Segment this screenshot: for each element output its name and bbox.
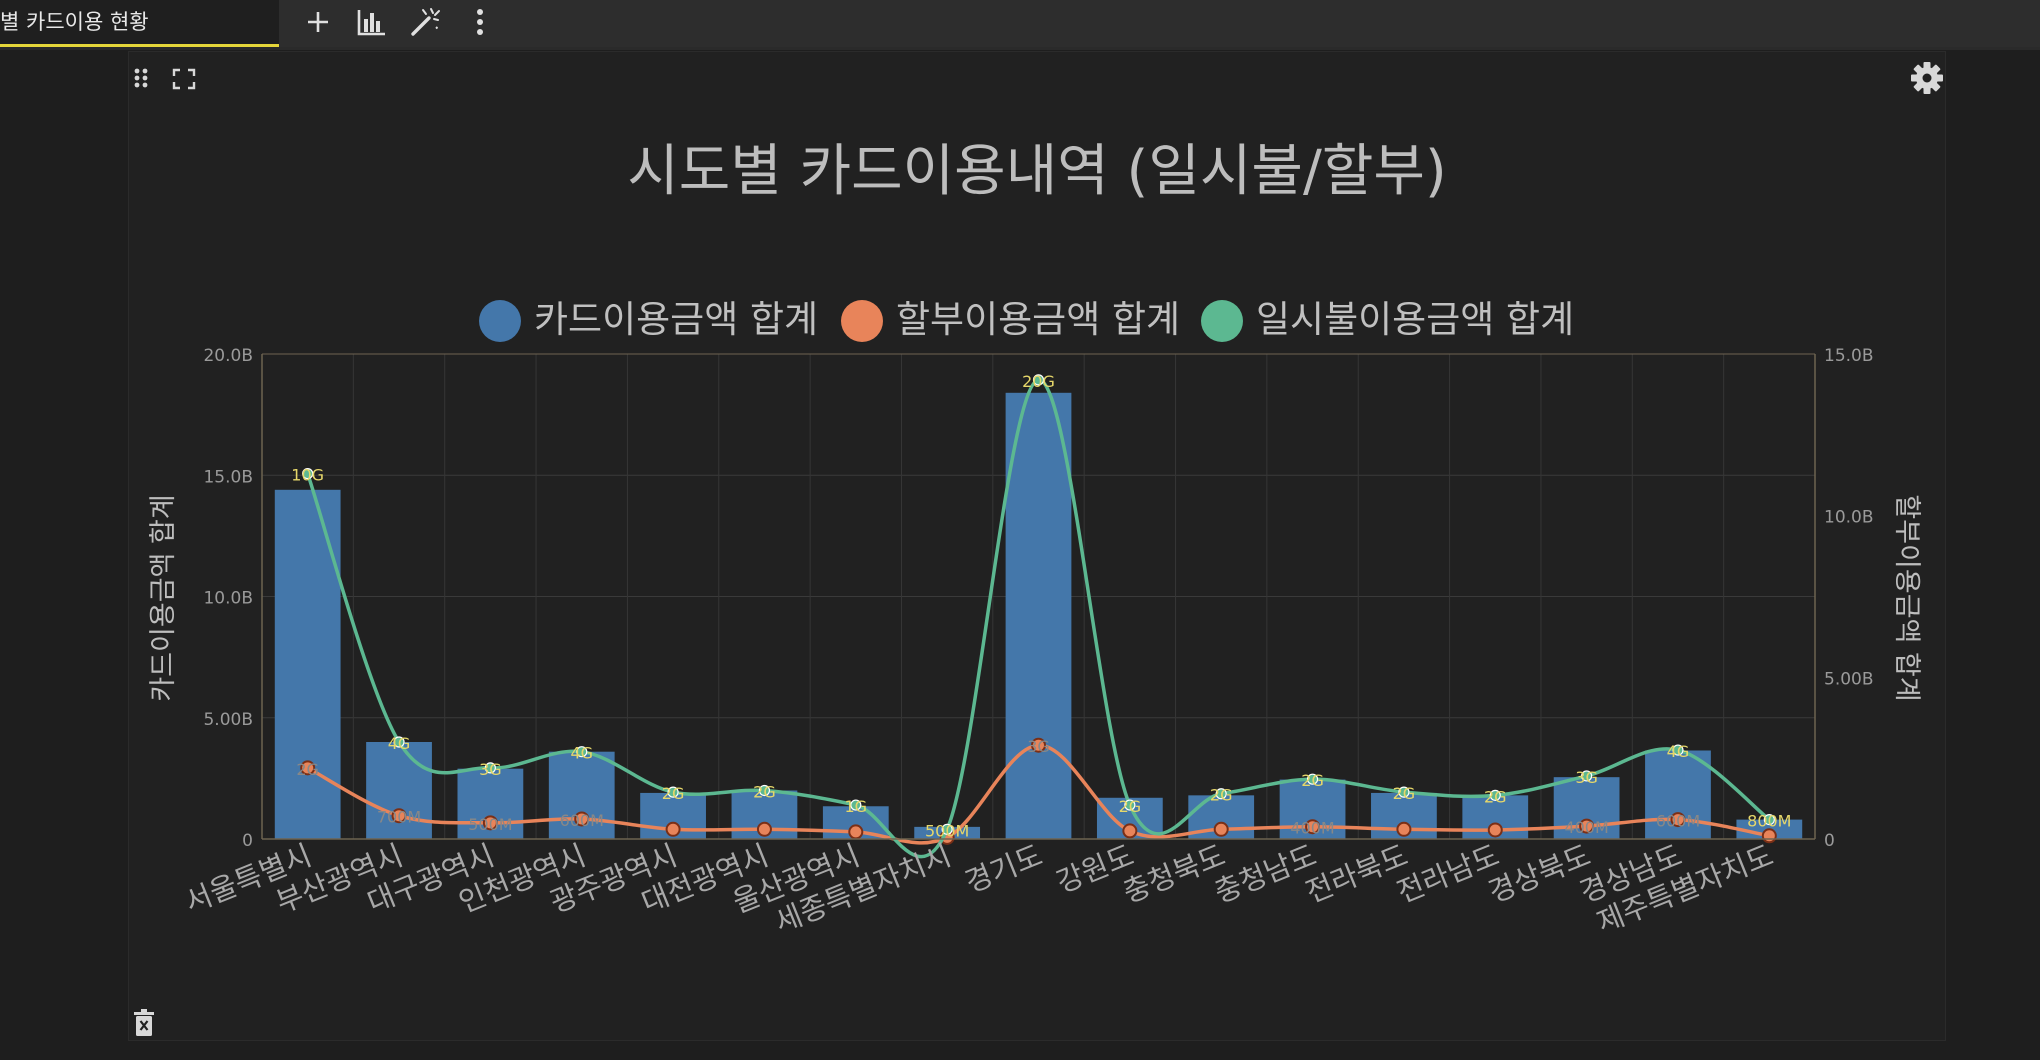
data-label: 400M: [1290, 819, 1334, 838]
y-tick-label: 10.0B: [203, 589, 253, 609]
series-point-installment: [1122, 823, 1138, 839]
series-point-installment: [574, 811, 590, 827]
data-label: 2G: [753, 783, 776, 802]
series-point-installment: [848, 824, 864, 840]
data-label: 2G: [1210, 786, 1233, 805]
legend-swatch: [479, 300, 521, 342]
series-point-lumpsum: [1672, 744, 1684, 756]
data-label: 3G: [479, 760, 502, 779]
data-label: 1G: [845, 797, 868, 816]
data-labels: 2G 700M 500M 600M 3G 400M 400M 600M 10G 4G 3G 4G 2G 2…: [291, 372, 1791, 840]
y2-tick-label: 15.0B: [1824, 346, 1874, 366]
series-point-installment: [1670, 812, 1686, 828]
data-label: 2G: [1119, 797, 1142, 816]
legend-swatch: [841, 300, 883, 342]
magic-wand-icon[interactable]: [404, 2, 448, 42]
data-label: 700M: [377, 808, 421, 827]
series-point-lumpsum: [941, 823, 953, 835]
trash-icon[interactable]: [131, 1008, 157, 1038]
more-vertical-icon[interactable]: [458, 2, 502, 42]
series-point-installment: [1213, 821, 1229, 837]
series-point-lumpsum: [393, 736, 405, 748]
y2-tick-label: 0: [1824, 831, 1835, 851]
series-point-lumpsum: [576, 746, 588, 758]
data-label: 500M: [925, 821, 969, 840]
data-label: 2G: [1301, 771, 1324, 790]
gear-icon[interactable]: [1909, 60, 1945, 96]
y2-tick-label: 5.00B: [1824, 669, 1874, 689]
add-icon[interactable]: [296, 2, 340, 42]
data-label: 3G: [1027, 737, 1050, 756]
series-point-lumpsum: [1032, 374, 1045, 386]
series-point-lumpsum: [1398, 786, 1410, 798]
legend-swatch: [1201, 300, 1243, 342]
series-point-installment: [482, 815, 498, 831]
y-tick-label: 0: [242, 831, 253, 851]
series-point-installment: [665, 821, 681, 837]
data-label: 2G: [296, 760, 319, 779]
x-tick-label: 경상북도: [1484, 838, 1596, 910]
bar: [1005, 392, 1072, 839]
data-label: 600M: [1656, 812, 1700, 831]
y2-axis-label: 할부이용금액 합계: [1891, 494, 1922, 701]
tab-label: 별 카드이용 현황: [0, 10, 149, 34]
series-point-lumpsum: [1763, 813, 1775, 826]
data-label: 4G: [388, 734, 411, 753]
x-tick-label: 경기도: [960, 838, 1047, 900]
series-point-lumpsum: [667, 786, 679, 798]
series-point-lumpsum: [1489, 789, 1501, 801]
series-point-installment: [756, 821, 772, 837]
bar: [274, 489, 341, 839]
series-point-lumpsum: [1581, 770, 1593, 782]
data-label: 10G: [291, 466, 324, 485]
data-label: 3G: [1575, 768, 1598, 787]
data-label: 800M: [1747, 812, 1791, 831]
x-tick-label: 충청남도: [1209, 838, 1321, 910]
series-point-lumpsum: [1306, 773, 1319, 785]
series-point-lumpsum: [1124, 799, 1136, 811]
series-point-installment: [1305, 819, 1321, 835]
legend-label: 일시불이용금액 합계: [1256, 298, 1574, 341]
bars: [274, 392, 1803, 839]
series-point-lumpsum: [758, 784, 771, 797]
y-tick-label: 15.0B: [203, 467, 253, 487]
series-point-lumpsum: [484, 762, 496, 774]
tab-bar: 별 카드이용 현황: [0, 0, 2040, 50]
data-label: 400M: [1564, 818, 1608, 837]
y2-tick-label: 10.0B: [1824, 508, 1874, 528]
x-tick-label: 충청북도: [1118, 838, 1230, 910]
data-label: 4G: [570, 744, 593, 763]
x-tick-label: 전라북도: [1301, 838, 1413, 910]
legend-label: 카드이용금액 합계: [534, 298, 818, 341]
series-point-installment: [1396, 821, 1412, 837]
fullscreen-icon[interactable]: [170, 66, 198, 92]
data-label: 2G: [1393, 784, 1416, 803]
data-label: 4G: [1667, 742, 1690, 761]
legend-label: 할부이용금액 합계: [896, 298, 1180, 341]
series-point-installment: [391, 808, 407, 824]
data-label: 600M: [560, 811, 604, 830]
series-point-lumpsum: [1215, 788, 1227, 800]
data-label: 2G: [662, 784, 685, 803]
chart-icon[interactable]: [350, 2, 394, 42]
series-point-lumpsum: [850, 799, 862, 811]
data-label: 20G: [1022, 372, 1055, 391]
y-tick-label: 5.00B: [203, 710, 253, 730]
data-label: 500M: [468, 815, 512, 834]
x-tick-label: 전라남도: [1392, 838, 1504, 910]
tab-card-usage[interactable]: 별 카드이용 현황: [0, 0, 279, 47]
series-point-installment: [1031, 737, 1046, 753]
legend: 카드이용금액 합계 할부이용금액 합계 일시불이용금액 합계: [479, 298, 1574, 342]
lines: [300, 374, 1777, 859]
chart-title: 시도별 카드이용내역 (일시불/할부): [627, 139, 1446, 204]
y-axis-label: 카드이용금액 합계: [148, 494, 179, 701]
y-tick-label: 20.0B: [203, 346, 253, 366]
series-point-lumpsum: [302, 468, 314, 480]
data-label: 2G: [1484, 787, 1507, 806]
series-point-installment: [1579, 818, 1595, 834]
series-point-installment: [300, 760, 316, 776]
drag-handle-icon[interactable]: [129, 65, 153, 91]
series-point-installment: [1487, 822, 1503, 838]
